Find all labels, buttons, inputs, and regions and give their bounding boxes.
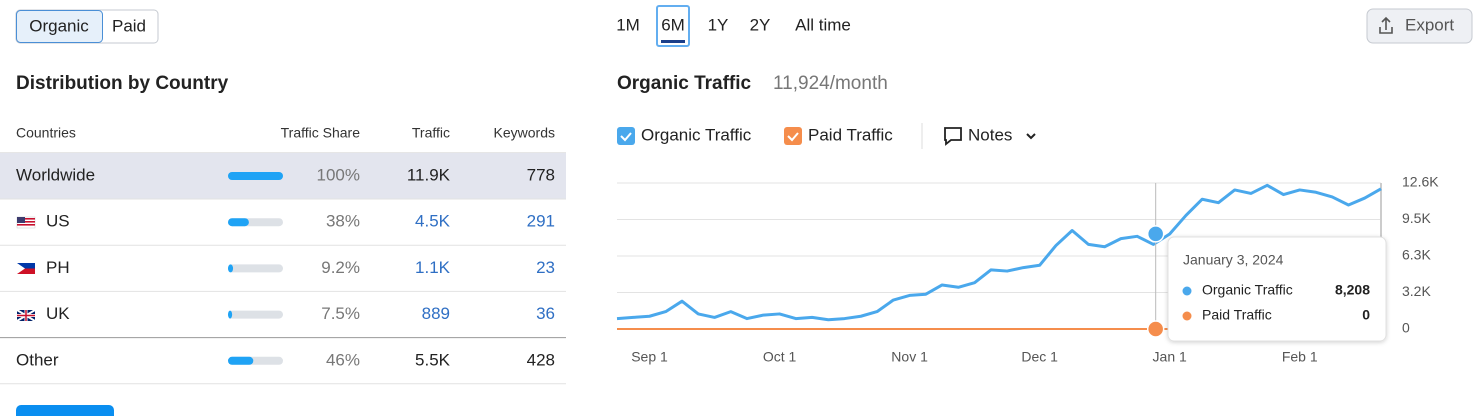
legend-checkbox[interactable] [784,127,802,145]
keywords-value[interactable]: 291 [527,212,555,231]
traffic-value: 5.5K [415,350,451,369]
tooltip-dot [1182,286,1192,296]
tooltip-title: January 3, 2024 [1183,252,1284,268]
country-name[interactable]: US [46,212,70,231]
keywords-value: 428 [527,350,555,369]
period-option[interactable]: 2Y [750,15,771,34]
hover-marker [1146,320,1165,338]
keywords-value[interactable]: 36 [536,304,555,323]
share-bar [228,172,283,180]
chart-subtitle: 11,924/month [773,73,888,94]
tooltip-series: Paid Traffic [1202,307,1272,323]
flag-uk [16,309,36,322]
share-value: 38% [326,212,360,231]
x-tick-label: Oct 1 [763,349,797,365]
share-value: 7.5% [321,304,360,323]
share-value: 100% [317,165,360,184]
period-option[interactable]: 1M [616,15,640,34]
toggle-active [16,10,103,43]
tooltip [1167,236,1387,342]
y-tick-label: 3.2K [1402,283,1431,299]
tooltip-series: Organic Traffic [1202,282,1293,298]
notes-icon[interactable] [944,127,962,146]
tooltip-value: 8,208 [1335,282,1370,298]
column-header: Traffic [412,125,450,141]
country-name[interactable]: PH [46,258,70,277]
x-tick-label: Nov 1 [891,349,928,365]
country-name[interactable]: UK [46,304,70,323]
legend-check [620,132,632,142]
share-bar [228,218,249,227]
tooltip-dot [1182,311,1192,321]
period-option[interactable]: 6M [661,15,685,34]
column-header: Countries [16,125,76,141]
traffic-value[interactable]: 4.5K [415,212,451,231]
export-button[interactable] [1366,8,1473,44]
notes-chevron[interactable] [1026,133,1036,140]
period-focus [656,5,690,47]
keywords-value: 778 [527,165,555,184]
share-bar [228,356,254,365]
y-tick-label: 6.3K [1402,247,1431,263]
toggle-option[interactable]: Paid [112,16,146,35]
toggle-option[interactable]: Organic [29,16,89,35]
y-tick-label: 12.6K [1402,174,1439,190]
keywords-value[interactable]: 23 [536,258,555,277]
traffic-value[interactable]: 1.1K [415,258,451,277]
column-header: Keywords [494,125,555,141]
x-tick-label: Dec 1 [1021,349,1058,365]
legend-label[interactable]: Paid Traffic [808,125,893,144]
share-bar [228,310,233,319]
hover-marker [1146,225,1165,243]
share-track [228,310,283,319]
legend-check [787,132,799,142]
y-tick-label: 9.5K [1402,210,1431,226]
share-value: 9.2% [321,258,360,277]
traffic-value: 11.9K [407,165,451,184]
period-option[interactable]: 1Y [708,15,729,34]
share-track [228,264,283,273]
flag-us [16,216,36,229]
chart-title: Organic Traffic [617,73,752,94]
y-tick-label: 0 [1402,320,1410,336]
x-tick-label: Feb 1 [1282,349,1318,365]
export-label[interactable]: Export [1405,15,1454,34]
legend-checkbox[interactable] [617,127,635,145]
flag-ph [17,263,35,274]
notes-label[interactable]: Notes [968,125,1012,144]
country-name: Worldwide [16,165,95,184]
traffic-value[interactable]: 889 [422,304,450,323]
share-bar [228,264,234,273]
period-option[interactable]: All time [795,15,851,34]
primary-button[interactable] [16,405,114,416]
x-tick-label: Jan 1 [1153,349,1187,365]
series-line [616,183,1382,322]
column-header: Traffic Share [281,125,361,141]
legend-label[interactable]: Organic Traffic [641,125,752,144]
tooltip-value: 0 [1362,307,1370,323]
country-name: Other [16,350,59,369]
section-title: Distribution by Country [16,73,229,94]
share-value: 46% [326,350,360,369]
x-tick-label: Sep 1 [631,349,668,365]
period-underline [661,40,685,43]
